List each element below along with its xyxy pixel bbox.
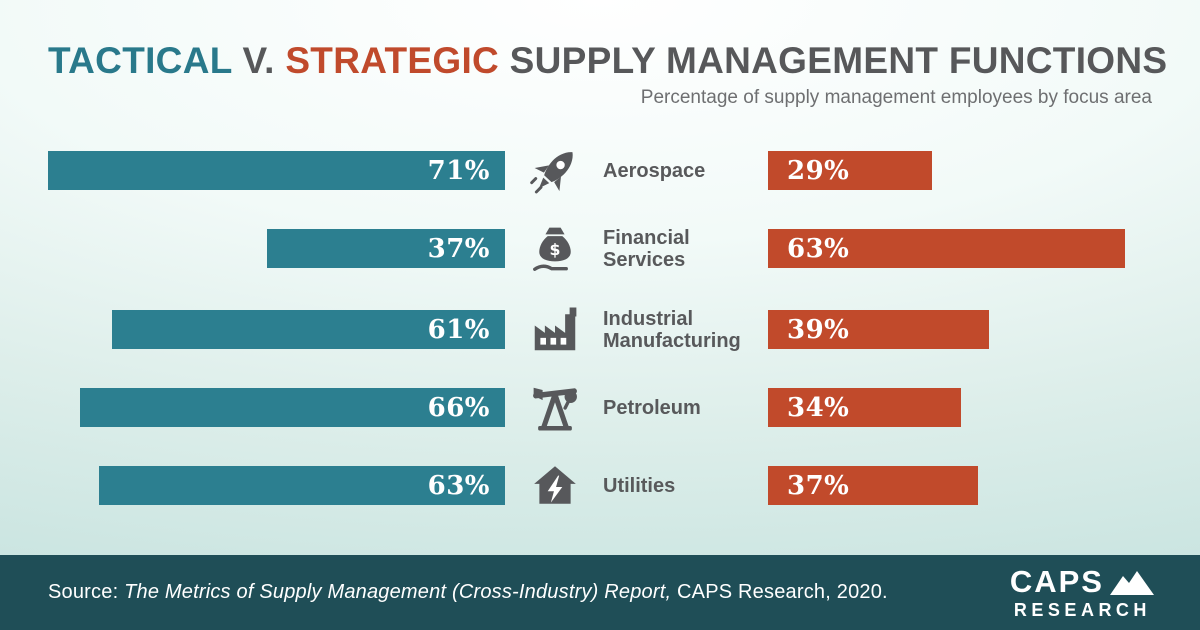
logo-top-row: CAPS [1010,566,1155,597]
logo-research-text: RESEARCH [1013,600,1151,620]
mountain-icon [1110,571,1154,595]
tactical-value-label: 63% [427,470,490,501]
tactical-bar: 63% [99,466,505,505]
tactical-value-label: 61% [427,314,490,345]
source-suffix: CAPS Research, 2020. [677,581,888,603]
rocket-icon [517,140,593,202]
money-bag-icon: $ [517,218,593,280]
oil-pump-icon [533,387,577,430]
page-title: TACTICAL V. STRATEGIC SUPPLY MANAGEMENT … [48,40,1167,82]
oil-pump-icon [517,377,593,439]
svg-text:$: $ [550,240,561,259]
title-part-strategic: STRATEGIC [285,40,500,81]
strategic-value-label: 39% [787,314,850,345]
footer-bar: Source: The Metrics of Supply Management… [0,555,1200,630]
source-report-title: The Metrics of Supply Management (Cross-… [124,581,672,603]
category-label: Financial Services [603,226,690,271]
chart-row: 63% Utilities 37% [0,465,1200,505]
chart-subtitle: Percentage of supply management employee… [640,87,1152,108]
strategic-bar: 37% [768,466,978,505]
title-part-v: V. [242,40,275,81]
category-label: Aerospace [603,159,706,182]
category-label: Utilities [603,474,676,497]
logo-caps-text: CAPS [1009,564,1104,599]
tactical-value-label: 71% [427,155,490,186]
caps-research-logo: CAPS RESEARCH [1010,566,1155,619]
factory-icon [534,307,577,350]
category-label: Industrial Manufacturing [603,307,741,352]
strategic-value-label: 29% [787,155,850,186]
house-bolt-icon [517,455,593,517]
title-part-tactical: TACTICAL [48,40,232,81]
strategic-bar: 34% [768,388,961,427]
tactical-value-label: 37% [427,233,490,264]
tactical-bar: 61% [112,310,505,349]
strategic-bar: 63% [768,229,1125,268]
chart-row: 66% Petroleum 34% [0,387,1200,430]
tactical-bar: 37% [267,229,505,268]
tactical-value-label: 66% [427,392,490,423]
tactical-bar: 71% [48,151,505,190]
factory-icon [517,299,593,361]
money-bag-icon: $ [533,227,571,271]
tactical-bar: 66% [80,388,505,427]
source-prefix: Source: [48,581,119,603]
chart-row: 71% Aerospace 29% [0,151,1200,193]
chart-row: 37% $ Financial Services 63% [0,226,1200,271]
category-label: Petroleum [603,396,701,419]
strategic-value-label: 34% [787,392,850,423]
source-text: Source: The Metrics of Supply Management… [48,581,888,604]
chart-row: 61% Industrial Manufacturing 39% [0,307,1200,352]
rocket-icon [530,151,573,193]
strategic-value-label: 37% [787,470,850,501]
strategic-value-label: 63% [787,233,850,264]
title-part-supply: SUPPLY MANAGEMENT FUNCTIONS [509,40,1168,81]
house-bolt-icon [534,465,576,504]
strategic-bar: 39% [768,310,989,349]
strategic-bar: 29% [768,151,932,190]
